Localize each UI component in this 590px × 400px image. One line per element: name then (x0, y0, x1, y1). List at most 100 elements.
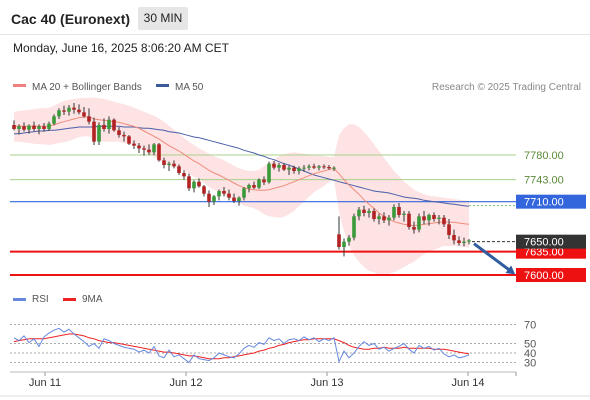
candle (317, 165, 321, 171)
header-divider (0, 34, 590, 35)
rsi-line (13, 327, 470, 364)
interval-button[interactable]: 30 MIN (138, 7, 188, 30)
candle-body (327, 167, 331, 169)
timestamp: Monday, June 16, 2025 8:06:20 AM CET (13, 41, 229, 55)
candle-body (72, 107, 76, 110)
candle (392, 204, 396, 221)
candle (417, 213, 421, 233)
legend-ma20-label: MA 20 + Bollinger Bands (32, 82, 142, 93)
candle (152, 143, 156, 155)
candle (27, 124, 31, 134)
candle (332, 166, 336, 171)
candle-body (197, 181, 201, 187)
candle (282, 163, 286, 171)
candle (97, 122, 101, 145)
candle-body (287, 167, 291, 170)
candle (322, 164, 326, 169)
candle-body (432, 215, 436, 219)
candle-body (172, 163, 176, 167)
candle-body (242, 188, 246, 198)
x-tick-label: Jun 12 (169, 377, 202, 389)
candle-body (347, 237, 351, 242)
candle (22, 122, 26, 132)
candle (452, 229, 456, 245)
candle (142, 145, 146, 156)
candle-body (267, 163, 271, 183)
last-price-label: 7650.00 (524, 237, 564, 249)
level-label-7635-00: 7635.00 (524, 247, 564, 259)
candle-body (147, 149, 151, 153)
candle-body (67, 107, 71, 112)
candle (272, 161, 276, 170)
candle (297, 166, 301, 175)
candle-body (97, 125, 101, 142)
legend-ma50-label: MA 50 (175, 82, 204, 93)
candle (217, 189, 221, 201)
legend-9ma-label: 9MA (82, 294, 103, 305)
candle-body (272, 163, 276, 168)
candle (12, 120, 16, 131)
candle (437, 215, 441, 225)
candle-body (412, 227, 416, 230)
candle-body (132, 143, 136, 146)
candle (267, 161, 271, 184)
x-axis: Jun 11 Jun 12 Jun 13 Jun 14 (0, 371, 590, 397)
candle (372, 208, 376, 222)
candle-body (442, 217, 446, 225)
candle (302, 165, 306, 172)
candle-body (387, 217, 391, 221)
candle (137, 143, 141, 153)
candle (252, 181, 256, 189)
candle-body (232, 197, 236, 201)
candle (222, 187, 226, 197)
candle-body (422, 216, 426, 221)
candle (247, 183, 251, 193)
candle-body (62, 110, 66, 112)
candle-body (117, 130, 121, 135)
candle-body (42, 126, 46, 129)
candle-body (102, 125, 106, 129)
legend-ma50-swatch (156, 84, 169, 87)
candle (377, 213, 381, 225)
candle-body (302, 167, 306, 169)
candle (127, 135, 131, 145)
candle (412, 221, 416, 234)
candle (397, 203, 401, 218)
candle (242, 187, 246, 201)
candle-body (352, 216, 356, 238)
candle-body (27, 125, 31, 130)
candle-body (282, 165, 286, 170)
candle-body (277, 165, 281, 168)
candle (232, 193, 236, 203)
candle (177, 164, 181, 175)
candle-body (227, 193, 231, 198)
candle-body (457, 240, 461, 243)
candle (47, 121, 51, 131)
candle (312, 163, 316, 169)
candle-body (217, 191, 221, 197)
candle (257, 178, 261, 189)
candle (227, 189, 231, 201)
candle-body (52, 116, 56, 124)
level-label-7780-00: 7780.00 (524, 150, 564, 162)
candle (147, 144, 151, 155)
candle-body (322, 166, 326, 168)
rsi-9ma-line (13, 333, 470, 360)
candle (17, 124, 21, 135)
candle (292, 165, 296, 174)
candle (182, 170, 186, 180)
candle (457, 236, 461, 246)
candle-body (252, 185, 256, 188)
candle-body (342, 241, 346, 247)
rsi-tick-50: 50 (524, 339, 536, 351)
candle (162, 157, 166, 169)
candle (207, 190, 211, 207)
level-labels: 7780.00 7743.00 7710.00 7635.00 7600.00 7650.… (473, 150, 586, 282)
candle-body (247, 185, 251, 189)
candle (192, 180, 196, 193)
candle-body (37, 126, 41, 129)
candle (237, 196, 241, 206)
candle-body (167, 163, 171, 165)
candle (167, 161, 171, 171)
